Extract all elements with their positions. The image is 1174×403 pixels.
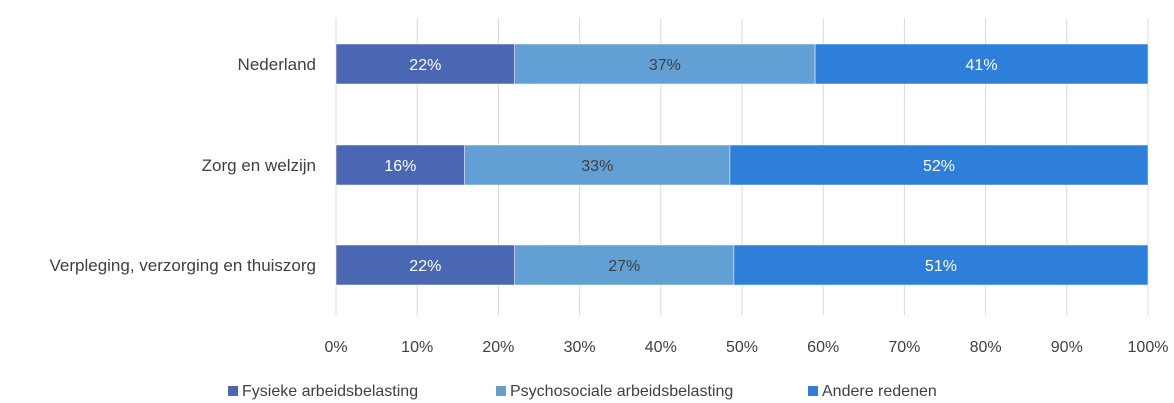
legend-swatch xyxy=(808,386,818,396)
bar-segment xyxy=(464,144,731,186)
bar-segment xyxy=(335,144,465,186)
category-label: Nederland xyxy=(238,55,316,74)
bars: 22% 37% 41% 16% 33% 52% 22% 27% 51% xyxy=(335,43,1149,286)
bar-segment xyxy=(729,144,1149,186)
data-label: 41% xyxy=(966,57,998,74)
category-labels: Nederland Zorg en welzijn Verpleging, verz… xyxy=(50,55,317,275)
data-label: 52% xyxy=(923,158,955,175)
x-tick-label: 60% xyxy=(807,339,839,356)
bar-segment xyxy=(514,43,816,85)
data-label: 51% xyxy=(925,258,957,275)
x-tick-label: 10% xyxy=(401,339,433,356)
data-label: 27% xyxy=(608,258,640,275)
data-label: 22% xyxy=(409,57,441,74)
legend-label: Psychosociale arbeidsbelasting xyxy=(510,383,733,400)
legend-label: Fysieke arbeidsbelasting xyxy=(242,383,418,400)
data-label: 37% xyxy=(649,57,681,74)
category-label: Zorg en welzijn xyxy=(202,156,316,175)
x-tick-label: 30% xyxy=(564,339,596,356)
x-axis-tick-labels: 0% 10% 20% 30% 40% 50% 60% 70% 80% 90% 100% xyxy=(324,339,1168,356)
legend-swatch xyxy=(228,386,238,396)
legend: Fysieke arbeidsbelasting Psychosociale ar… xyxy=(228,383,937,400)
x-tick-label: 90% xyxy=(1051,339,1083,356)
x-tick-label: 100% xyxy=(1128,339,1169,356)
bar-segment xyxy=(335,43,515,85)
data-label: 22% xyxy=(409,258,441,275)
data-label: 33% xyxy=(581,158,613,175)
x-tick-label: 20% xyxy=(482,339,514,356)
bar-segment xyxy=(733,244,1149,286)
data-label: 16% xyxy=(384,158,416,175)
x-tick-label: 0% xyxy=(324,339,347,356)
x-tick-label: 50% xyxy=(726,339,758,356)
category-label: Verpleging, verzorging en thuiszorg xyxy=(50,256,317,275)
bar-segment xyxy=(335,244,515,286)
legend-label: Andere redenen xyxy=(822,383,937,400)
bar-segment xyxy=(814,43,1149,85)
legend-swatch xyxy=(496,386,506,396)
x-tick-label: 70% xyxy=(888,339,920,356)
x-tick-label: 40% xyxy=(645,339,677,356)
x-tick-label: 80% xyxy=(970,339,1002,356)
